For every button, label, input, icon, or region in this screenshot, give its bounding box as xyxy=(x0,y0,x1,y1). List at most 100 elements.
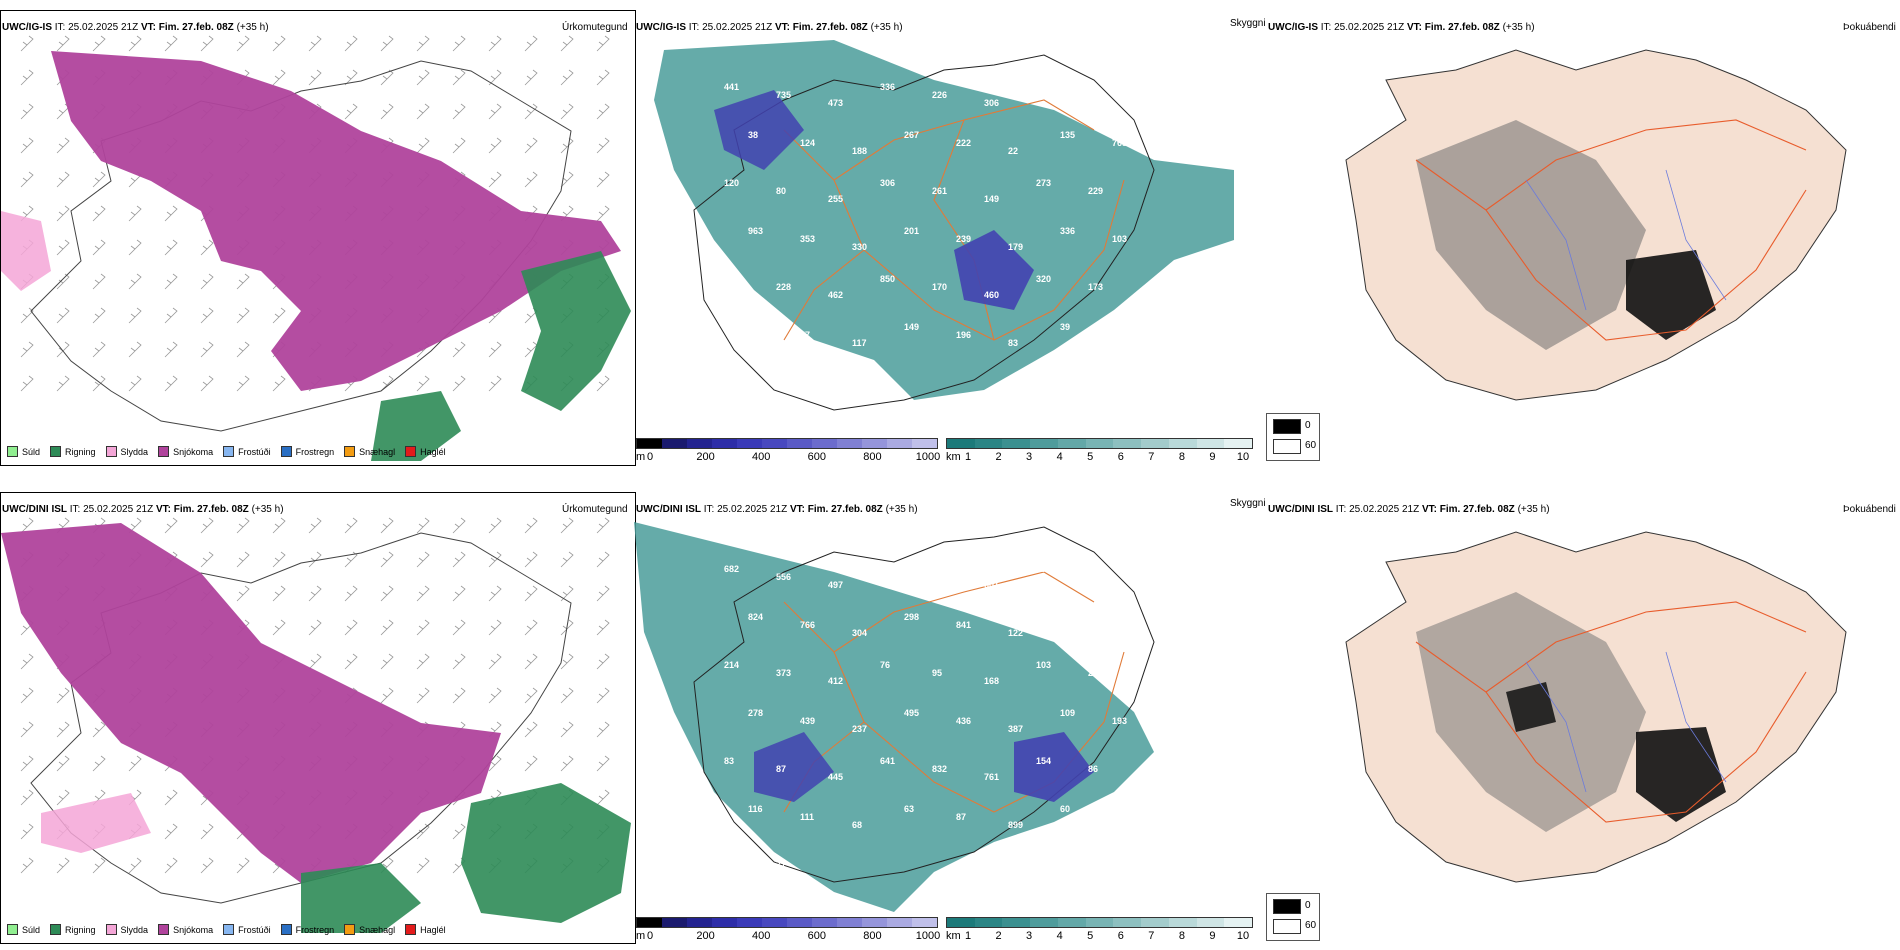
visibility-value-label: 39 xyxy=(1060,322,1070,332)
visibility-value-label: 38 xyxy=(748,130,758,140)
river-network xyxy=(1525,651,1727,793)
legend-swatch xyxy=(50,446,62,457)
lead-time: (+35 h) xyxy=(236,22,269,33)
visibility-value-label: 273 xyxy=(1036,178,1051,188)
visibility-value-label: 87 xyxy=(776,764,786,774)
legend-label: Rigning xyxy=(65,446,96,457)
valid-label: VT: xyxy=(1406,22,1422,33)
colorbar-tick-label: 1000 xyxy=(915,930,941,942)
visibility-value-label: 249 xyxy=(1088,668,1103,678)
model-name: UWC/IG-IS xyxy=(636,22,686,33)
visibility-value-label: 122 xyxy=(1008,628,1023,638)
valid-time: Fim. 27.feb. 08Z xyxy=(1439,504,1515,515)
precip-type-panel-top: Súld Rigning Slydda Snjókoma Frostúði Frostre… xyxy=(0,10,636,466)
legend-item-slydda: Slydda xyxy=(105,446,148,457)
run-time: 25.02.2025 21Z xyxy=(1334,22,1405,33)
fog-dense-core xyxy=(1636,727,1726,822)
legend-swatch xyxy=(405,446,417,457)
visibility-value-label: 850 xyxy=(880,274,895,284)
low-ceiling-cluster-2 xyxy=(754,732,834,802)
visibility-value-label: 841 xyxy=(956,620,971,630)
legend-label: Frostúði xyxy=(238,446,271,457)
colorbar-tick-label: 200 xyxy=(696,451,715,463)
fog-key-swatch-60 xyxy=(1273,439,1301,454)
legend-label: Haglél xyxy=(420,446,446,457)
legend-label: Slydda xyxy=(120,924,149,935)
legend-label: Frostregn xyxy=(295,924,335,935)
colorbar-tick-label: 8 xyxy=(1178,930,1185,942)
lead-time: (+35 h) xyxy=(870,22,903,33)
legend-label: Súld xyxy=(22,924,41,935)
header-cloud-bottom: UWC/DINI ISL IT: 25.02.2025 21Z VT: Fim.… xyxy=(636,504,918,516)
visibility-value-label: 135 xyxy=(1060,130,1075,140)
visibility-value-label: 83 xyxy=(724,756,734,766)
visibility-value-label: 228 xyxy=(776,282,791,292)
valid-time: Fim. 27.feb. 08Z xyxy=(1424,22,1500,33)
legend-swatch xyxy=(158,446,170,457)
visibility-value-label: 196 xyxy=(956,330,971,340)
visibility-value-label: 149 xyxy=(984,194,999,204)
visibility-value-label: 495 xyxy=(904,708,919,718)
cloud-title-top: Skyggni xyxy=(1230,18,1266,29)
visibility-value-label: 388 xyxy=(1088,572,1103,582)
river-network xyxy=(1525,169,1727,311)
lead-time: (+35 h) xyxy=(1517,504,1550,515)
legend-swatch xyxy=(7,924,18,935)
fog-key-label-0: 0 xyxy=(1305,420,1311,431)
colorbar-tick-label: 3 xyxy=(1026,451,1033,463)
legend-item-snæhagl: Snæhagl xyxy=(344,924,395,935)
legend-label: Rigning xyxy=(65,924,96,935)
low-ceiling-cluster-2 xyxy=(714,90,804,170)
visibility-value-label: 120 xyxy=(724,178,739,188)
legend-swatch xyxy=(105,446,117,457)
run-time: 25.02.2025 21Z xyxy=(68,22,139,33)
colorbar-tick-label: 600 xyxy=(807,451,826,463)
fog-key-swatch-60 xyxy=(1273,919,1301,934)
visibility-value-label: 168 xyxy=(984,676,999,686)
model-name: UWC/DINI ISL xyxy=(636,504,701,515)
run-label: IT: xyxy=(54,22,66,33)
legend-swatch xyxy=(50,924,62,935)
valid-label: VT: xyxy=(789,504,805,515)
colorbar-tick-label: 600 xyxy=(807,930,826,942)
legend-swatch xyxy=(280,446,292,457)
legend-swatch xyxy=(344,924,356,935)
fog-key-swatch-0 xyxy=(1273,419,1301,434)
legend-swatch xyxy=(105,924,117,935)
visibility-value-label: 441 xyxy=(724,82,739,92)
colorbar-tick-label: 9 xyxy=(1209,451,1216,463)
header-precip-bottom: UWC/DINI ISL IT: 25.02.2025 21Z VT: Fim.… xyxy=(2,504,284,516)
visibility-value-label: 57 xyxy=(800,330,810,340)
colorbar-tick-label: 2 xyxy=(995,451,1002,463)
visibility-value-label: 86 xyxy=(1088,764,1098,774)
fog-key-swatch-0 xyxy=(1273,899,1301,914)
legend-swatch xyxy=(7,446,18,457)
visibility-value-label: 278 xyxy=(748,708,763,718)
ceiling-colorbar: m 0 200 400 600 800 1000 xyxy=(636,917,940,942)
visibility-value-label: 473 xyxy=(828,98,843,108)
visibility-value-label: 124 xyxy=(800,138,815,148)
legend-swatch xyxy=(223,924,235,935)
visibility-value-label: 272 xyxy=(1036,82,1051,92)
fog-key-top: 0 60 xyxy=(1266,413,1320,461)
valid-time: Fim. 27.feb. 08Z xyxy=(158,22,234,33)
colorbar-tick-label: 800 xyxy=(863,451,882,463)
visibility-value-label: 188 xyxy=(852,146,867,156)
run-label: IT: xyxy=(1320,22,1332,33)
ceiling-unit: m xyxy=(636,451,646,463)
visibility-value-label: 832 xyxy=(932,764,947,774)
legend-item-frostúði: Frostúði xyxy=(223,924,271,935)
visibility-value-label: 330 xyxy=(852,242,867,252)
colorbar-tick-label: 10 xyxy=(1236,930,1250,942)
visibility-value-label: 239 xyxy=(956,234,971,244)
legend-label: Frostregn xyxy=(295,446,335,457)
colorbar-tick-label: 10 xyxy=(1236,451,1250,463)
fog-dense-core xyxy=(1626,250,1716,340)
colorbar-tick-label: 4 xyxy=(1056,451,1063,463)
legend-swatch xyxy=(344,446,356,457)
visibility-value-label: 641 xyxy=(880,756,895,766)
visibility-value-label: 735 xyxy=(776,90,791,100)
visibility-value-label: 761 xyxy=(984,772,999,782)
visibility-value-label: 648 xyxy=(932,572,947,582)
visibility-value-labels: 4417354733362263062724153812418826722222… xyxy=(724,82,1127,348)
